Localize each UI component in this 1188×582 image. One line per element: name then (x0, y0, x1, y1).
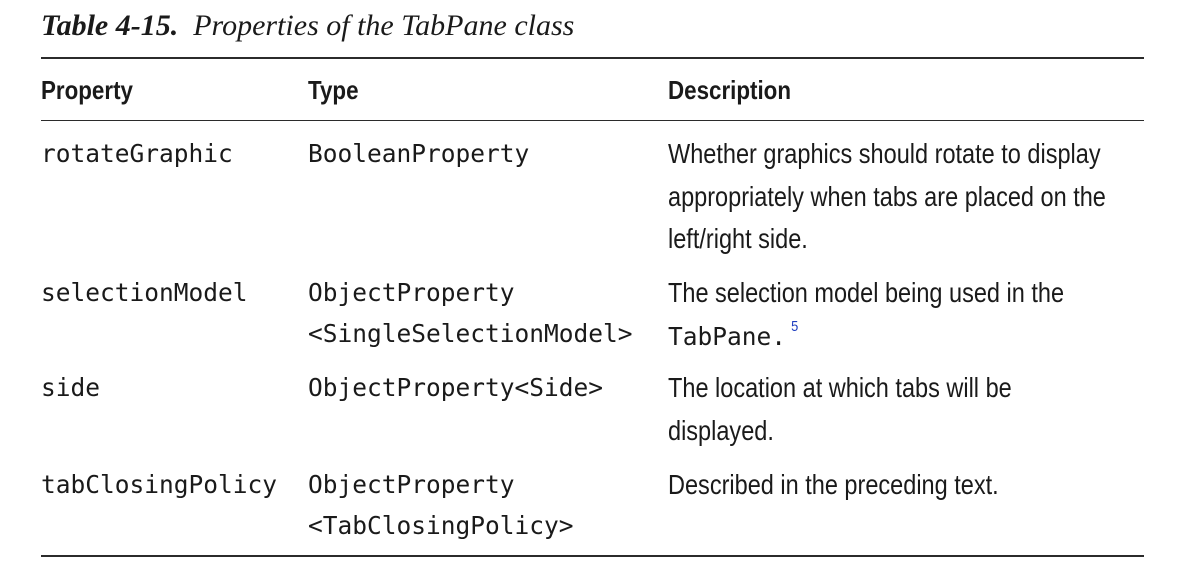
header-rule (41, 120, 1144, 121)
description-line: Whether graphics should rotate to displa… (668, 138, 1101, 169)
description-cell: The location at which tabs will be displ… (668, 367, 1012, 452)
bottom-rule (41, 555, 1144, 557)
type-line: <TabClosingPolicy> (308, 511, 574, 540)
property-cell: selectionModel (41, 278, 248, 307)
table-caption-title: Properties of the TabPane class (193, 9, 575, 42)
type-line: ObjectProperty (308, 278, 515, 307)
description-line: The location at which tabs will be (668, 372, 1012, 403)
header-type: Type (308, 75, 359, 105)
inline-code: TabPane. (668, 321, 787, 351)
description-line: The selection model being used in the (668, 277, 1065, 308)
description-line: Described in the preceding text. (668, 469, 999, 500)
description-line-with-code: TabPane. 5 (668, 315, 1064, 359)
header-description: Description (668, 75, 792, 105)
property-cell: tabClosingPolicy (41, 470, 278, 499)
type-line: <SingleSelectionModel> (308, 319, 633, 348)
table-caption-label: Table 4-15. (41, 9, 179, 42)
description-cell: The selection model being used in the Ta… (668, 272, 1064, 358)
header-property: Property (41, 75, 133, 105)
description-line: appropriately when tabs are placed on th… (668, 180, 1106, 212)
type-cell: ObjectProperty <TabClosingPolicy> (308, 464, 574, 546)
type-cell: ObjectProperty<Side> (308, 367, 603, 408)
type-cell: ObjectProperty <SingleSelectionModel> (308, 272, 633, 354)
description-cell: Described in the preceding text. (668, 464, 999, 507)
top-rule (41, 57, 1144, 59)
type-line: ObjectProperty (308, 470, 515, 499)
footnote-link[interactable]: 5 (791, 317, 799, 335)
property-cell: side (41, 373, 101, 402)
type-line: BooleanProperty (308, 139, 530, 168)
table-caption: Table 4-15. Properties of the TabPane cl… (41, 6, 574, 46)
type-line: ObjectProperty<Side> (308, 373, 604, 402)
property-cell: rotateGraphic (41, 139, 233, 168)
description-line: left/right side. (668, 223, 808, 254)
description-line: displayed. (668, 414, 774, 446)
description-cell: Whether graphics should rotate to displa… (668, 133, 1106, 261)
type-cell: BooleanProperty (308, 133, 529, 174)
